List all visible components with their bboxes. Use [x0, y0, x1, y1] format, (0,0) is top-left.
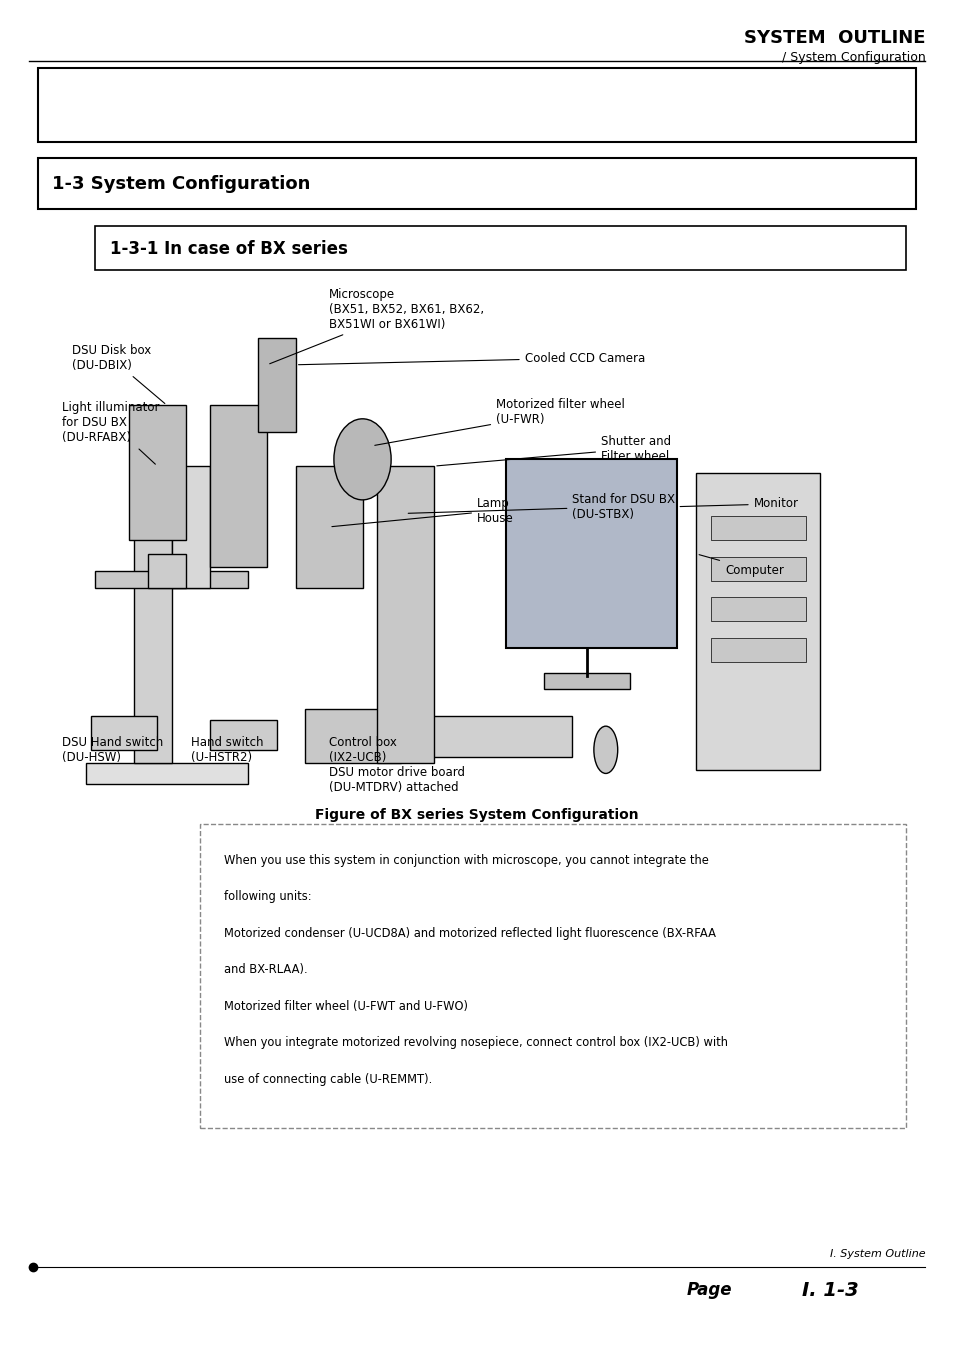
FancyBboxPatch shape — [148, 554, 186, 588]
FancyBboxPatch shape — [381, 716, 572, 757]
Text: Page: Page — [686, 1281, 732, 1300]
FancyBboxPatch shape — [710, 516, 805, 540]
FancyBboxPatch shape — [210, 405, 267, 567]
FancyBboxPatch shape — [543, 673, 629, 689]
Text: / System Configuration: / System Configuration — [781, 50, 924, 63]
FancyBboxPatch shape — [505, 459, 677, 648]
Text: 1-3-1 In case of BX series: 1-3-1 In case of BX series — [110, 239, 347, 258]
Text: Figure of BX series System Configuration: Figure of BX series System Configuration — [314, 808, 639, 821]
FancyBboxPatch shape — [38, 158, 915, 209]
FancyBboxPatch shape — [133, 520, 172, 763]
FancyBboxPatch shape — [710, 597, 805, 621]
Circle shape — [334, 419, 391, 500]
Text: Monitor: Monitor — [679, 497, 798, 511]
Text: Motorized filter wheel (U-FWT and U-FWO): Motorized filter wheel (U-FWT and U-FWO) — [224, 1000, 468, 1013]
Text: and BX-RLAA).: and BX-RLAA). — [224, 963, 308, 977]
Text: Lamp
House: Lamp House — [332, 497, 514, 527]
FancyBboxPatch shape — [91, 716, 157, 750]
FancyBboxPatch shape — [95, 226, 905, 270]
Text: DSU Disk box
(DU-DBIX): DSU Disk box (DU-DBIX) — [71, 345, 165, 404]
FancyBboxPatch shape — [376, 466, 434, 763]
FancyBboxPatch shape — [710, 638, 805, 662]
FancyBboxPatch shape — [710, 557, 805, 581]
Text: Control box
(IX2-UCB)
DSU motor drive board
(DU-MTDRV) attached: Control box (IX2-UCB) DSU motor drive bo… — [329, 736, 465, 794]
Text: following units:: following units: — [224, 890, 312, 904]
Text: DSU Hand switch
(DU-HSW): DSU Hand switch (DU-HSW) — [62, 736, 163, 765]
FancyBboxPatch shape — [305, 709, 400, 763]
Text: use of connecting cable (U-REMMT).: use of connecting cable (U-REMMT). — [224, 1073, 432, 1086]
FancyBboxPatch shape — [295, 466, 362, 588]
Text: Shutter and
Filter wheel: Shutter and Filter wheel — [436, 435, 671, 466]
Ellipse shape — [593, 727, 618, 773]
FancyBboxPatch shape — [210, 720, 276, 750]
Text: Light illuminator
for DSU BX
(DU-RFABX): Light illuminator for DSU BX (DU-RFABX) — [62, 401, 159, 465]
FancyBboxPatch shape — [38, 68, 915, 142]
FancyBboxPatch shape — [86, 763, 248, 784]
Text: 1-3 System Configuration: 1-3 System Configuration — [52, 174, 311, 193]
Text: Motorized condenser (U-UCD8A) and motorized reflected light fluorescence (BX-RFA: Motorized condenser (U-UCD8A) and motori… — [224, 927, 716, 940]
Text: When you use this system in conjunction with microscope, you cannot integrate th: When you use this system in conjunction … — [224, 854, 708, 867]
FancyBboxPatch shape — [172, 466, 210, 588]
FancyBboxPatch shape — [696, 473, 820, 770]
FancyBboxPatch shape — [95, 571, 248, 588]
FancyBboxPatch shape — [129, 405, 186, 540]
Text: Stand for DSU BX
(DU-STBX): Stand for DSU BX (DU-STBX) — [408, 493, 675, 520]
Text: When you integrate motorized revolving nosepiece, connect control box (IX2-UCB) : When you integrate motorized revolving n… — [224, 1036, 727, 1050]
Text: Cooled CCD Camera: Cooled CCD Camera — [298, 351, 644, 365]
Text: Microscope
(BX51, BX52, BX61, BX62,
BX51WI or BX61WI): Microscope (BX51, BX52, BX61, BX62, BX51… — [270, 288, 484, 363]
Text: SYSTEM  OUTLINE: SYSTEM OUTLINE — [743, 30, 924, 47]
Text: Motorized filter wheel
(U-FWR): Motorized filter wheel (U-FWR) — [375, 399, 624, 446]
Text: I. 1-3: I. 1-3 — [801, 1281, 858, 1300]
Text: Hand switch
(U-HSTR2): Hand switch (U-HSTR2) — [191, 736, 263, 765]
FancyBboxPatch shape — [200, 824, 905, 1128]
FancyBboxPatch shape — [257, 338, 295, 432]
Text: I. System Outline: I. System Outline — [829, 1250, 924, 1259]
Text: Computer: Computer — [699, 555, 783, 577]
